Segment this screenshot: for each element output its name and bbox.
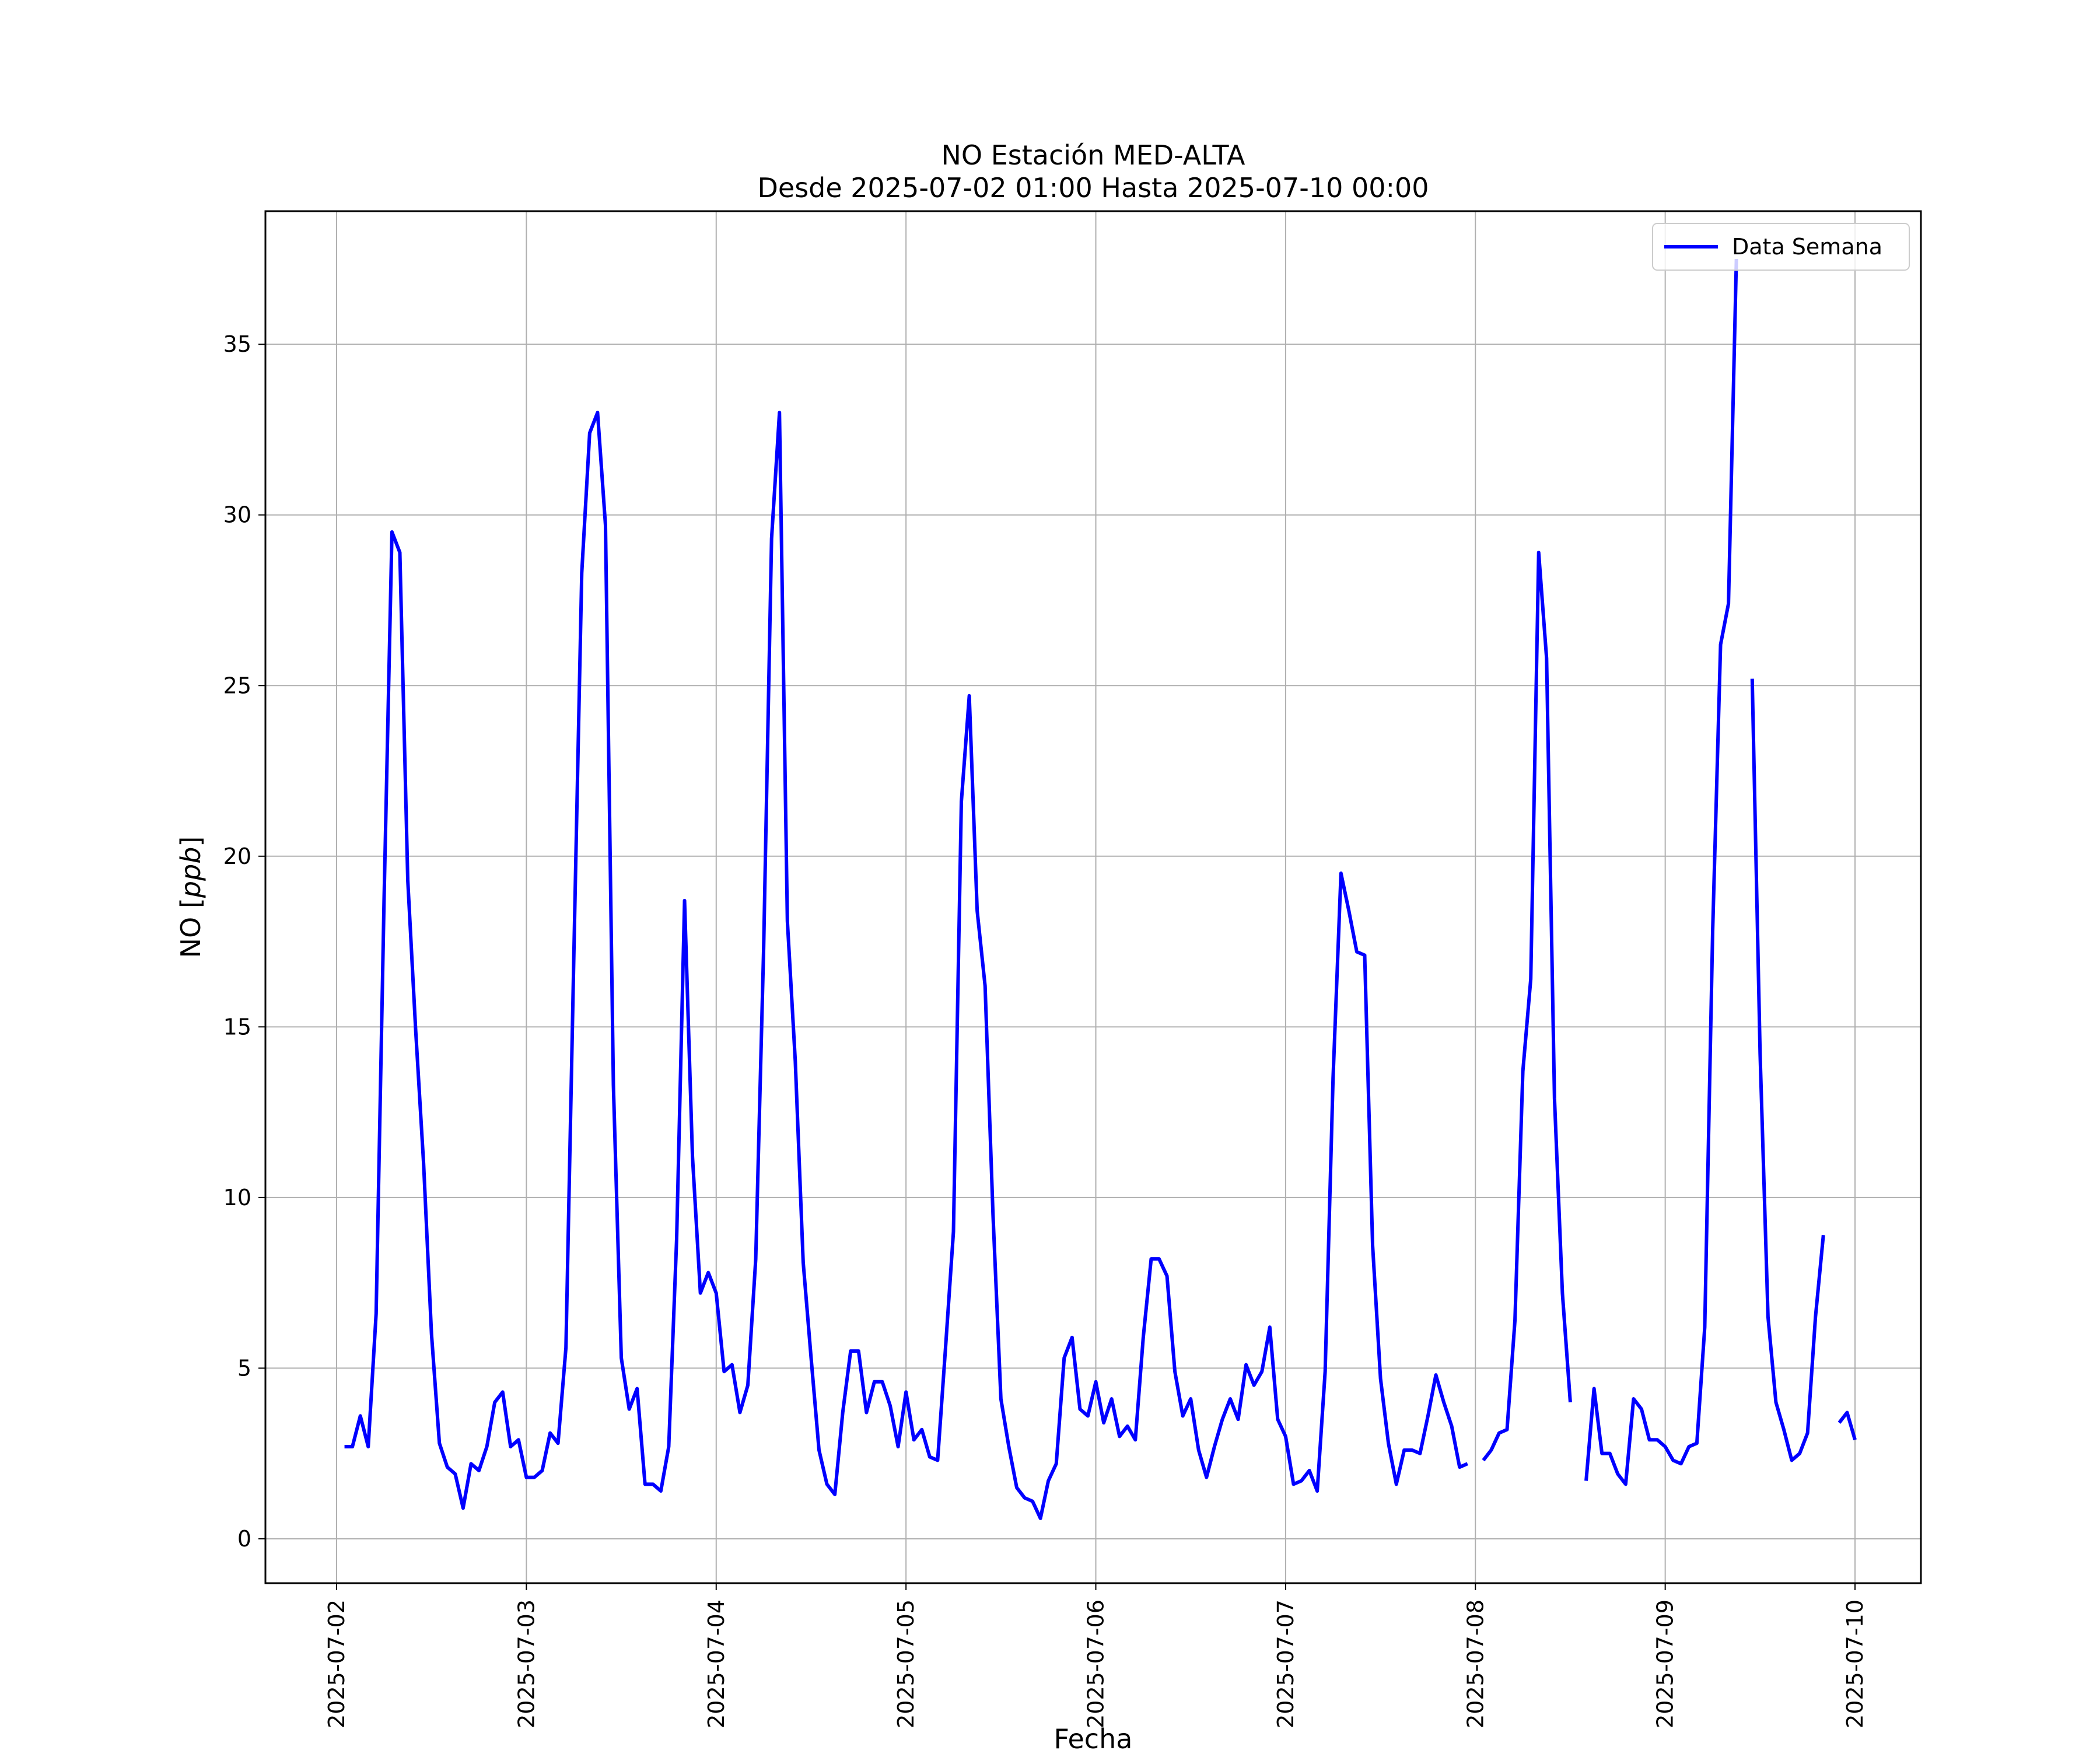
x-tick-label: 2025-07-09	[1653, 1600, 1678, 1728]
legend-label: Data Semana	[1732, 234, 1882, 260]
grid-lines	[265, 211, 1921, 1583]
x-axis-label: Fecha	[1054, 1723, 1133, 1750]
chart-subtitle: Desde 2025-07-02 01:00 Hasta 2025-07-10 …	[757, 172, 1429, 204]
x-tick-label: 2025-07-05	[893, 1600, 919, 1728]
y-axis-label-close: ]	[175, 836, 206, 847]
legend-box	[1652, 223, 1910, 271]
y-tick-label: 20	[223, 844, 251, 869]
y-axis-label: NO [ppb]	[175, 836, 206, 958]
y-axis-label-main: NO [	[175, 898, 206, 958]
plot-frame	[264, 210, 1922, 1584]
y-tick-label: 0	[237, 1526, 251, 1552]
y-tick-label: 25	[223, 673, 251, 698]
y-tick-label: 15	[223, 1014, 251, 1040]
chart-title: NO Estación MED-ALTA	[941, 139, 1245, 171]
x-tick-label: 2025-07-10	[1842, 1600, 1868, 1728]
y-axis-label-unit: ppb	[175, 847, 206, 899]
x-tick-label: 2025-07-07	[1273, 1600, 1298, 1728]
y-tick-label: 35	[223, 331, 251, 357]
x-axis: 2025-07-02 2025-07-03 2025-07-04 2025-07-05…	[324, 1583, 1868, 1728]
x-tick-label: 2025-07-08	[1462, 1600, 1488, 1728]
y-tick-label: 5	[237, 1355, 251, 1381]
series-layer	[344, 258, 1857, 1520]
x-tick-label: 2025-07-04	[704, 1600, 729, 1728]
y-tick-label: 10	[223, 1185, 251, 1210]
series-line	[344, 258, 1857, 1520]
x-tick-label: 2025-07-03	[513, 1600, 539, 1728]
x-tick-label: 2025-07-02	[324, 1600, 349, 1728]
plot-area	[265, 211, 1921, 1583]
y-tick-label: 30	[223, 502, 251, 528]
legend: Data Semana	[1652, 223, 1910, 271]
y-axis: 0 5 10 15 20 25 30 35	[223, 331, 265, 1552]
x-tick-label: 2025-07-06	[1083, 1600, 1109, 1728]
